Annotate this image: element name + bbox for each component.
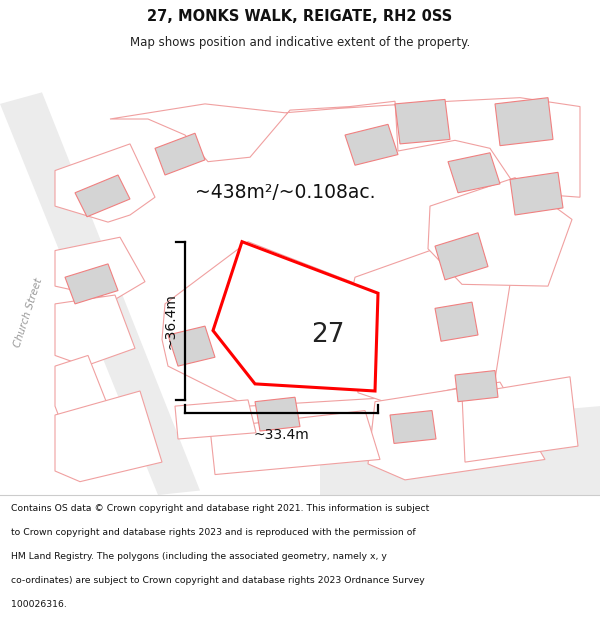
Polygon shape: [65, 264, 118, 304]
Polygon shape: [340, 406, 600, 471]
Polygon shape: [55, 144, 155, 222]
Polygon shape: [320, 453, 600, 495]
Polygon shape: [455, 371, 498, 402]
Polygon shape: [110, 98, 580, 198]
Polygon shape: [368, 382, 545, 480]
Polygon shape: [55, 391, 162, 482]
Text: HM Land Registry. The polygons (including the associated geometry, namely x, y: HM Land Registry. The polygons (includin…: [11, 552, 386, 561]
Polygon shape: [448, 152, 500, 192]
Text: ~36.4m: ~36.4m: [164, 293, 178, 349]
Polygon shape: [510, 173, 563, 215]
Text: ~33.4m: ~33.4m: [254, 428, 310, 442]
Polygon shape: [75, 175, 130, 217]
Polygon shape: [435, 302, 478, 341]
Polygon shape: [155, 133, 205, 175]
Text: ~438m²/~0.108ac.: ~438m²/~0.108ac.: [195, 183, 376, 203]
Text: to Crown copyright and database rights 2023 and is reproduced with the permissio: to Crown copyright and database rights 2…: [11, 528, 415, 537]
Polygon shape: [428, 177, 572, 286]
Text: 27, MONKS WALK, REIGATE, RH2 0SS: 27, MONKS WALK, REIGATE, RH2 0SS: [148, 9, 452, 24]
Polygon shape: [0, 92, 200, 495]
Text: 100026316.: 100026316.: [11, 600, 67, 609]
Polygon shape: [55, 295, 135, 366]
Polygon shape: [395, 99, 450, 144]
Text: Church Street: Church Street: [12, 277, 44, 349]
Polygon shape: [213, 242, 378, 391]
Polygon shape: [168, 326, 215, 366]
Polygon shape: [495, 98, 553, 146]
Polygon shape: [462, 377, 578, 462]
Polygon shape: [285, 309, 334, 348]
Polygon shape: [350, 242, 510, 404]
Polygon shape: [175, 400, 256, 439]
Text: Contains OS data © Crown copyright and database right 2021. This information is : Contains OS data © Crown copyright and d…: [11, 504, 429, 513]
Polygon shape: [435, 232, 488, 280]
Text: Map shows position and indicative extent of the property.: Map shows position and indicative extent…: [130, 36, 470, 49]
Polygon shape: [55, 356, 108, 419]
Polygon shape: [255, 398, 300, 431]
Polygon shape: [210, 411, 380, 474]
Polygon shape: [345, 124, 398, 165]
Text: 27: 27: [311, 322, 345, 348]
Text: co-ordinates) are subject to Crown copyright and database rights 2023 Ordnance S: co-ordinates) are subject to Crown copyr…: [11, 576, 425, 585]
Polygon shape: [162, 242, 395, 406]
Polygon shape: [390, 411, 436, 444]
Polygon shape: [55, 238, 145, 299]
